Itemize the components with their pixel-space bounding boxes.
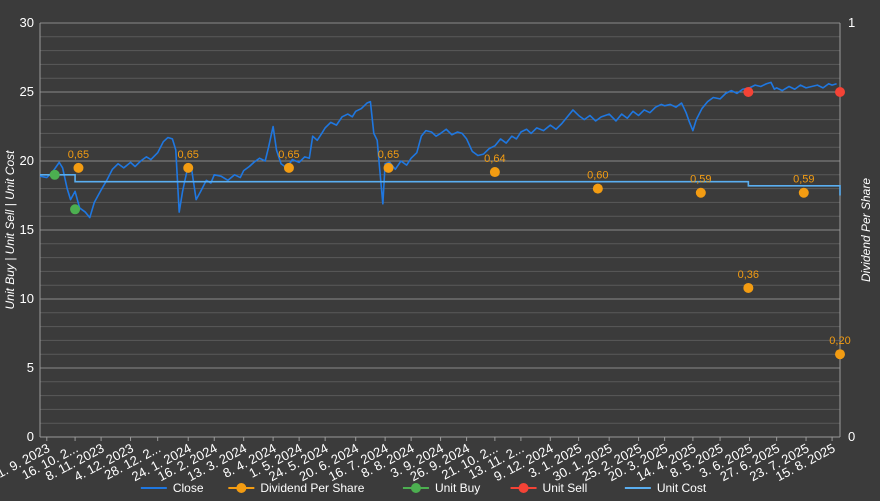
data-label-dividend-per-share: 0,59 <box>793 174 814 186</box>
legend-swatch-marker <box>518 483 529 493</box>
y-tick-label-left: 5 <box>27 360 34 375</box>
legend-label: Unit Cost <box>657 481 707 495</box>
legend-label: Close <box>173 481 204 495</box>
y-tick-label-left: 0 <box>27 429 34 444</box>
y-tick-label-right: 0 <box>848 429 855 444</box>
point-dividend-per-share <box>743 282 754 293</box>
grid <box>40 22 840 438</box>
point-dividend-per-share <box>695 187 706 198</box>
y-axis-title-left: Unit Buy | Unit Sell | Unit Cost <box>3 150 17 310</box>
legend-label: Dividend Per Share <box>260 481 364 495</box>
point-dividend-per-share <box>798 187 809 198</box>
series-line-close <box>39 81 837 219</box>
point-dividend-per-share <box>383 162 394 173</box>
legend-item-unit-sell: Unit Sell <box>510 481 588 495</box>
y-axis-title-right: Dividend Per Share <box>859 178 873 282</box>
point-unit-sell <box>835 87 845 97</box>
point-dividend-per-share <box>183 162 194 173</box>
legend-label: Unit Buy <box>435 481 480 495</box>
point-unit-sell <box>743 87 754 97</box>
legend: Close Dividend Per Share Unit Buy Unit Sell… <box>140 481 707 495</box>
legend-item-unit-cost: Unit Cost <box>624 481 707 495</box>
y-tick-label-left: 20 <box>20 153 34 168</box>
data-label-dividend-per-share: 0,65 <box>378 149 399 161</box>
data-label-dividend-per-share: 0,36 <box>738 269 759 281</box>
y-tick-label-left: 10 <box>20 291 34 306</box>
legend-item-unit-buy: Unit Buy <box>402 481 480 495</box>
point-dividend-per-share <box>283 162 294 173</box>
y-tick-label-left: 30 <box>20 15 34 30</box>
data-label-dividend-per-share: 0,64 <box>484 153 505 165</box>
legend-label: Unit Sell <box>543 481 588 495</box>
data-label-dividend-per-share: 0,60 <box>587 170 608 182</box>
point-unit-buy <box>49 169 60 180</box>
series-layer <box>39 81 845 360</box>
series-line-unit-cost <box>40 174 841 196</box>
y-tick-label-right: 1 <box>848 15 855 30</box>
legend-item-dividend-per-share: Dividend Per Share <box>228 481 365 495</box>
y-tick-label-left: 25 <box>20 84 34 99</box>
point-dividend-per-share <box>73 162 84 173</box>
data-label-dividend-per-share: 0,65 <box>178 149 199 161</box>
data-label-dividend-per-share: 0,65 <box>68 149 89 161</box>
y-tick-label-left: 15 <box>20 222 34 237</box>
point-unit-buy <box>70 204 81 215</box>
legend-swatch-marker <box>236 483 247 493</box>
legend-item-close: Close <box>140 481 204 495</box>
point-dividend-per-share <box>489 167 500 178</box>
point-dividend-per-share <box>592 183 603 194</box>
labels-layer: 0,65 0,65 0,65 0,65 0,64 0,60 0,59 0,36 0,59 0,20 <box>68 149 851 347</box>
data-label-dividend-per-share: 0,65 <box>278 149 299 161</box>
data-label-dividend-per-share: 0,20 <box>829 335 850 347</box>
data-label-dividend-per-share: 0,59 <box>690 174 711 186</box>
point-dividend-per-share <box>835 349 845 360</box>
legend-swatch-marker <box>410 483 421 493</box>
